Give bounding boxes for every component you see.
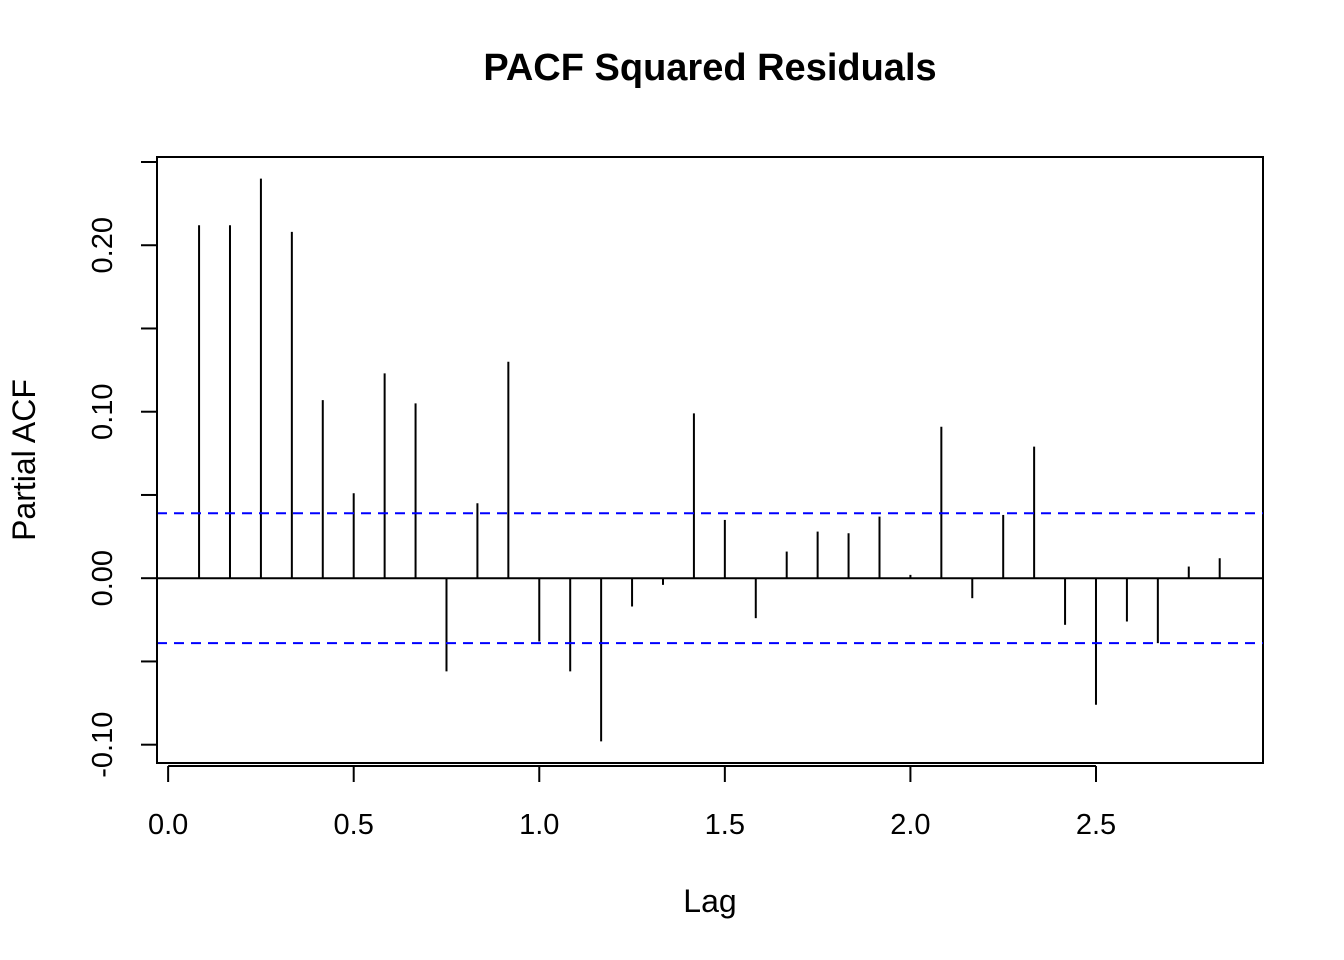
y-tick-label-1: 0.00	[87, 550, 119, 606]
x-tick-label-2: 1.0	[519, 809, 559, 841]
y-tick-label-0: -0.10	[87, 712, 119, 778]
x-tick-label-5: 2.5	[1076, 809, 1116, 841]
y-axis-label: Partial ACF	[6, 379, 42, 541]
x-axis-label: Lag	[683, 883, 736, 919]
x-tick-label-4: 2.0	[890, 809, 930, 841]
y-axis: -0.10 0.00 0.10 0.20	[87, 160, 158, 778]
y-tick-label-2: 0.10	[87, 383, 119, 439]
pacf-bars	[157, 178, 1263, 742]
chart-title: PACF Squared Residuals	[483, 47, 936, 89]
x-tick-label-3: 1.5	[705, 809, 745, 841]
confidence-bounds	[157, 512, 1263, 645]
x-tick-label-1: 0.5	[334, 809, 374, 841]
x-tick-label-0: 0.0	[148, 809, 188, 841]
x-axis: 0.0 0.5 1.0 1.5 2.0 2.5	[148, 765, 1116, 841]
y-tick-label-3: 0.20	[87, 217, 119, 273]
